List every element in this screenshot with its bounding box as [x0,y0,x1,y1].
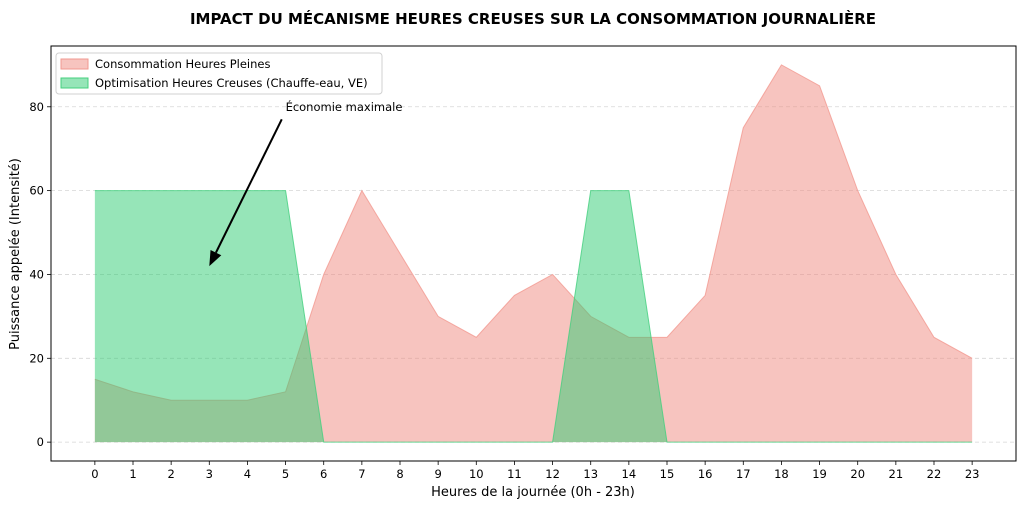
annotation-text: Économie maximale [286,99,403,114]
x-tick-label: 19 [812,467,827,481]
x-axis-label: Heures de la journée (0h - 23h) [431,485,635,500]
y-tick-label: 60 [29,184,44,198]
x-tick-label: 0 [91,467,98,481]
y-tick-label: 40 [29,267,44,281]
x-tick-label: 21 [889,467,904,481]
x-tick-label: 18 [774,467,789,481]
x-tick-label: 12 [545,467,560,481]
x-tick-label: 3 [206,467,213,481]
legend-swatch-2 [60,77,89,89]
legend-label-2: Optimisation Heures Creuses (Chauffe-eau… [95,76,368,90]
y-axis-label: Puissance appelée (Intensité) [8,158,23,350]
legend-swatch-1 [60,58,89,70]
x-tick-label: 6 [320,467,327,481]
x-tick-label: 7 [358,467,365,481]
plot-frame [50,45,1017,462]
legend: Consommation Heures Pleines Optimisation … [55,52,383,95]
annotation-arrow-shaft [215,118,283,254]
y-tick-label: 0 [37,435,44,449]
x-tick-label: 20 [850,467,865,481]
y-tick-label: 80 [29,100,44,114]
x-tick-label: 17 [736,467,751,481]
x-tick-label: 14 [622,467,637,481]
legend-label-1: Consommation Heures Pleines [95,57,270,71]
x-tick-label: 2 [167,467,174,481]
series-area-2 [94,190,973,443]
series-area-1 [94,64,973,443]
chart-title: IMPACT DU MÉCANISME HEURES CREUSES SUR L… [190,9,876,28]
x-tick-label: 15 [660,467,675,481]
x-tick-label: 13 [583,467,598,481]
legend-box [55,52,383,95]
x-tick-label: 1 [129,467,136,481]
y-axis-ticks: 0 20 40 60 80 [29,100,51,449]
x-tick-label: 23 [965,467,980,481]
series-line-2 [94,190,973,443]
x-tick-label: 5 [282,467,289,481]
annotation: Économie maximale [209,99,403,267]
y-tick-label: 20 [29,351,44,365]
x-tick-label: 4 [244,467,251,481]
x-tick-label: 22 [927,467,942,481]
x-tick-label: 10 [469,467,484,481]
x-tick-label: 8 [396,467,403,481]
annotation-arrowhead [209,249,222,267]
x-tick-label: 9 [434,467,441,481]
x-tick-label: 11 [507,467,522,481]
plot-areas [94,64,973,443]
x-tick-label: 16 [698,467,713,481]
x-axis-ticks: 0 1 2 3 4 5 6 7 8 9 10 11 12 13 14 15 16 17 18 19 20 21 22 23 [91,461,979,481]
